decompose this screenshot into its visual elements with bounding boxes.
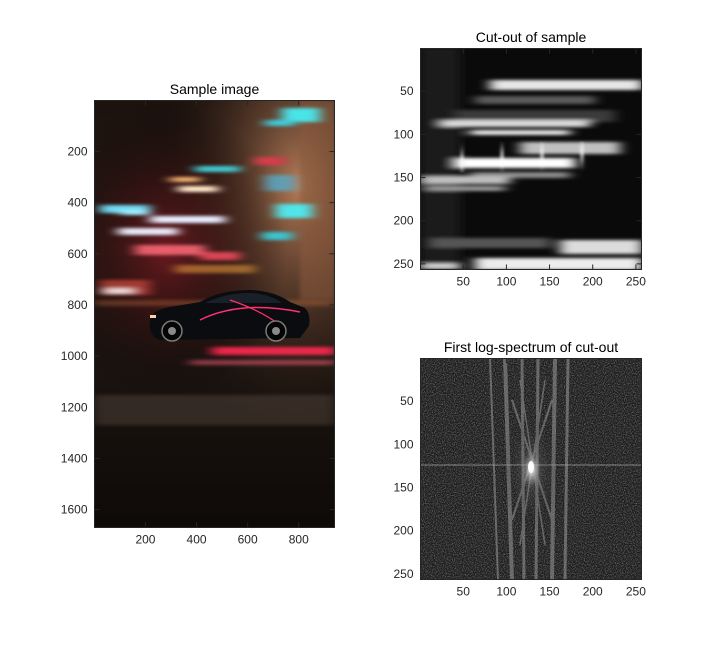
x-tick-label: 250 xyxy=(626,585,646,599)
photo-image xyxy=(94,100,335,528)
panel-title: First log-spectrum of cut-out xyxy=(444,339,618,355)
y-tick-label: 1000 xyxy=(61,349,88,363)
x-tick-label: 200 xyxy=(135,533,155,547)
spectrum-image xyxy=(420,358,642,580)
y-tick-label: 1600 xyxy=(61,503,88,517)
x-tick-label: 600 xyxy=(238,533,258,547)
y-tick-label: 150 xyxy=(393,171,413,185)
y-tick-label: 400 xyxy=(67,196,87,210)
y-tick-label: 600 xyxy=(67,247,87,261)
y-tick-label: 100 xyxy=(393,437,413,451)
x-tick-label: 100 xyxy=(496,585,516,599)
panel-cutout: Cut-out of sample xyxy=(393,29,646,289)
y-tick-label: 50 xyxy=(400,84,414,98)
y-tick-label: 50 xyxy=(400,394,414,408)
y-tick-label: 200 xyxy=(393,524,413,538)
y-tick-label: 150 xyxy=(393,481,413,495)
y-tick-label: 200 xyxy=(393,214,413,228)
y-tick-label: 250 xyxy=(393,567,413,581)
x-tick-label: 400 xyxy=(187,533,207,547)
y-tick-label: 200 xyxy=(67,145,87,159)
y-tick-label: 800 xyxy=(67,298,87,312)
y-tick-label: 1200 xyxy=(61,400,88,414)
x-tick-label: 50 xyxy=(457,585,471,599)
x-tick-label: 100 xyxy=(496,275,516,289)
y-tick-label: 1400 xyxy=(61,451,88,465)
panel-title: Cut-out of sample xyxy=(476,29,587,45)
y-tick-label: 250 xyxy=(393,257,413,271)
x-tick-label: 50 xyxy=(457,275,471,289)
panel-title: Sample image xyxy=(170,81,260,97)
x-tick-label: 800 xyxy=(289,533,309,547)
panel-log-spectrum: First log-spectrum of cut-out 50 100 150 20… xyxy=(393,339,646,599)
y-tick-label: 100 xyxy=(393,127,413,141)
x-tick-label: 200 xyxy=(583,585,603,599)
x-tick-label: 200 xyxy=(583,275,603,289)
panel-sample-image: Sample image xyxy=(61,81,335,547)
x-tick-label: 150 xyxy=(540,275,560,289)
x-tick-label: 150 xyxy=(540,585,560,599)
cutout-image xyxy=(420,48,642,270)
x-tick-label: 250 xyxy=(626,275,646,289)
